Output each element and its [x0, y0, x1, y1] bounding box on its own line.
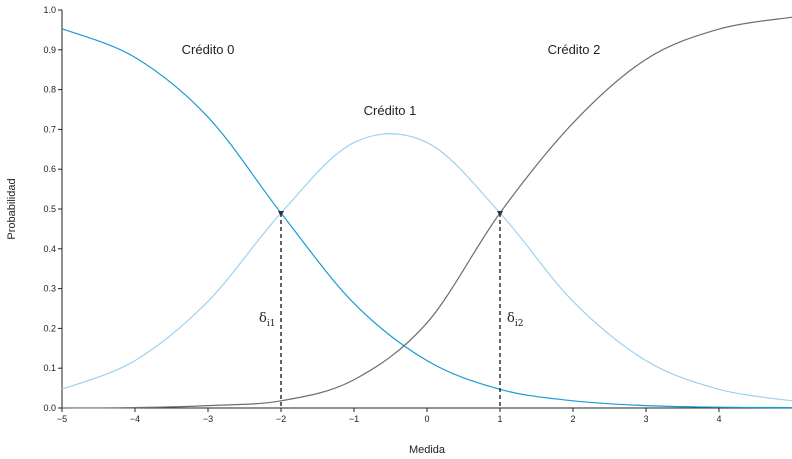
threshold-lines — [278, 210, 503, 408]
x-axis-ticks: −5 −4 −3 −2 −1 0 1 2 3 4 — [57, 408, 722, 424]
y-axis-ticks: 0.0 0.1 0.2 0.3 0.4 0.5 0.6 0.7 0.8 0.9 1.0 — [43, 5, 62, 413]
x-tick-label: −4 — [130, 414, 140, 424]
y-tick-label: 0.2 — [43, 323, 56, 333]
series-label-credito-2: Crédito 2 — [548, 42, 601, 57]
x-axis-title: Medida — [409, 444, 446, 456]
x-tick-label: 0 — [424, 414, 429, 424]
y-tick-label: 0.6 — [43, 164, 56, 174]
x-tick-label: −1 — [349, 414, 359, 424]
x-tick-label: 1 — [497, 414, 502, 424]
y-tick-label: 0.3 — [43, 284, 56, 294]
series-label-credito-1: Crédito 1 — [364, 103, 417, 118]
x-tick-label: −2 — [276, 414, 286, 424]
y-tick-label: 0.7 — [43, 124, 56, 134]
x-tick-label: −5 — [57, 414, 67, 424]
threshold-marker-1 — [278, 210, 284, 217]
plot-area: 0.0 0.1 0.2 0.3 0.4 0.5 0.6 0.7 0.8 0.9 1.0 −5 −4 −3… — [43, 5, 792, 424]
y-tick-label: 0.1 — [43, 363, 56, 373]
y-tick-label: 0.9 — [43, 45, 56, 55]
x-tick-label: 3 — [643, 414, 648, 424]
y-tick-label: 0.8 — [43, 85, 56, 95]
series-line-credito2 — [61, 16, 792, 409]
x-tick-label: 4 — [716, 414, 721, 424]
series-line-credito0 — [61, 28, 792, 409]
y-tick-label: 0.5 — [43, 204, 56, 214]
probability-curves — [61, 16, 792, 409]
series-label-credito-0: Crédito 0 — [182, 42, 235, 57]
series-line-credito1 — [61, 133, 792, 402]
y-tick-label: 0.4 — [43, 244, 56, 254]
x-tick-label: 2 — [570, 414, 575, 424]
threshold-label-2: δi2 — [507, 311, 523, 329]
y-axis-title: Probabilidad — [6, 178, 18, 239]
y-tick-label: 0.0 — [43, 403, 56, 413]
y-tick-label: 1.0 — [43, 5, 56, 15]
x-tick-label: −3 — [203, 414, 213, 424]
threshold-marker-2 — [497, 210, 503, 217]
threshold-label-1: δi1 — [259, 311, 275, 329]
